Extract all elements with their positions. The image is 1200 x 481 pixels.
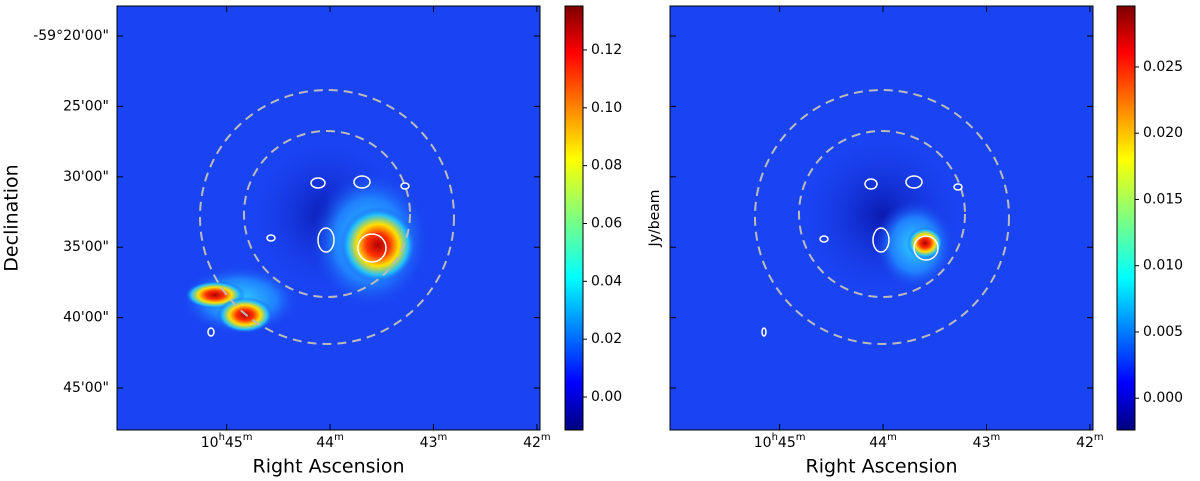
colorbar-tick-label: 0.010 xyxy=(1143,258,1183,274)
x-tick-label: 43m xyxy=(420,432,448,451)
colorbar-tick-label: 0.025 xyxy=(1143,59,1183,75)
map-right xyxy=(670,6,1093,430)
colorbar-tick-label: 0.10 xyxy=(591,100,622,116)
x-tick-label: 44m xyxy=(316,432,344,451)
colorbar-tick-label: 0.020 xyxy=(1143,125,1183,141)
x-axis-label: Right Ascension xyxy=(253,456,405,478)
y-tick-label: 25'00" xyxy=(63,98,109,114)
y-tick-label: -59°20'00" xyxy=(33,28,109,44)
colorbar-tick-label: 0.005 xyxy=(1143,324,1183,340)
x-tick-label: 10h45m xyxy=(754,432,806,451)
colorbar-tick-label: 0.04 xyxy=(591,273,622,289)
x-tick-label: 42m xyxy=(1076,432,1104,451)
colorbar xyxy=(564,5,584,431)
y-axis-label: Declination xyxy=(1,164,23,271)
colorbar-label: Jy/beam xyxy=(647,190,663,248)
x-tick-label: 10h45m xyxy=(201,432,253,451)
axes-frame xyxy=(669,5,1094,431)
colorbar-tick-label: 0.06 xyxy=(591,215,622,231)
colorbar-tick-label: 0.08 xyxy=(591,158,622,174)
y-tick-label: 45'00" xyxy=(63,380,109,396)
map-left xyxy=(117,6,540,430)
colorbar-tick-label: 0.02 xyxy=(591,331,622,347)
x-tick-label: 42m xyxy=(523,432,551,451)
axes-frame xyxy=(116,5,541,431)
x-tick-label: 43m xyxy=(973,432,1001,451)
colorbar xyxy=(1116,5,1136,431)
y-tick-label: 35'00" xyxy=(63,239,109,255)
x-axis-label: Right Ascension xyxy=(806,456,958,478)
colorbar-tick-label: 0.000 xyxy=(1143,390,1183,406)
x-tick-label: 44m xyxy=(869,432,897,451)
colorbar-tick-label: 0.12 xyxy=(591,42,622,58)
colorbar-tick-label: 0.00 xyxy=(591,389,622,405)
colorbar-tick-label: 0.015 xyxy=(1143,191,1183,207)
y-tick-label: 40'00" xyxy=(63,310,109,326)
y-tick-label: 30'00" xyxy=(63,169,109,185)
